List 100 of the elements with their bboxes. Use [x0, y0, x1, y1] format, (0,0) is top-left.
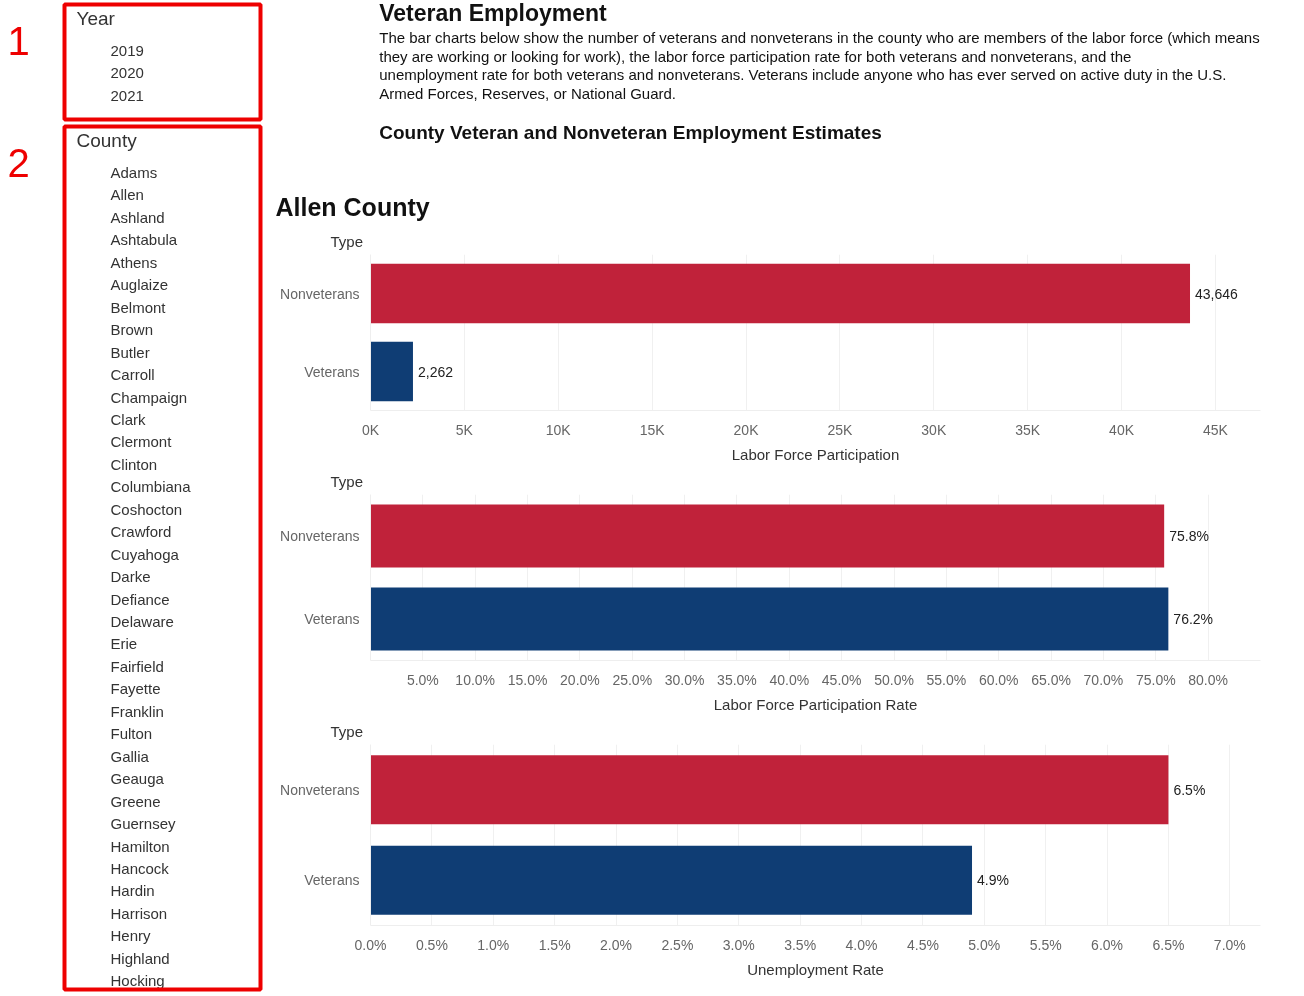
category-label: Hancock	[110, 859, 170, 877]
x-tick-label: 4.5%	[906, 936, 939, 953]
x-tick-label: 55.0%	[926, 671, 967, 688]
text: 1	[7, 18, 30, 63]
category-label: Brown	[110, 321, 154, 339]
text: County Veteran and Nonveteran Employment Estimates	[379, 122, 882, 143]
category-label: Coshocton	[110, 500, 183, 518]
y-tick-label: Nonveterans	[280, 285, 360, 302]
x-tick-label: 15.0%	[507, 671, 548, 688]
x-tick-label: 5K	[455, 421, 474, 438]
x-tick-label: 7.0%	[1213, 936, 1246, 953]
chart-title: Allen County	[275, 192, 430, 221]
x-tick-label: 6.5%	[1152, 936, 1185, 953]
x-tick-label: 5.5%	[1029, 936, 1062, 953]
x-tick-label: 0.5%	[415, 936, 448, 953]
x-tick-label: 20K	[733, 421, 760, 438]
x-axis-title: Labor Force Participation Rate	[713, 695, 918, 713]
x-tick-label: 45.0%	[821, 671, 862, 688]
x-tick-label: 75.0%	[1135, 671, 1176, 688]
category-label: 2021	[110, 86, 144, 104]
category-label: Gallia	[110, 747, 150, 765]
category-label: Clinton	[110, 455, 158, 473]
category-label: Ashtabula	[110, 231, 178, 249]
data-label: 43,646	[1195, 285, 1239, 302]
category-label: Greene	[110, 792, 161, 810]
category-label: Hardin	[110, 882, 155, 900]
x-tick-label: 70.0%	[1083, 671, 1124, 688]
category-label: Erie	[110, 635, 138, 653]
y-tick-label: Nonveterans	[280, 528, 360, 544]
category-label: 2020	[110, 64, 144, 81]
x-tick-label: 30.0%	[664, 671, 705, 688]
category-label: Athens	[110, 253, 158, 271]
category-label: Ashland	[110, 208, 165, 226]
category-label: Clark	[110, 410, 146, 428]
category-label: Crawford	[110, 523, 172, 541]
category-label: Hamilton	[110, 837, 170, 855]
x-tick-label: 15K	[639, 421, 666, 438]
category-label: Fairfield	[110, 657, 164, 675]
category-label: Cuyahoga	[110, 545, 180, 563]
text: The bar charts below show the number of veterans and nonveterans in the county who are members of the labor force (which means they are working or looking for work), the labor force participation rate for both veterans and nonveterans, and the unemployment rate for both veterans and nonveterans. Veterans include anyone who has ever served on active duty in the U.S. Armed Forces, Reserves, or National Guard.	[379, 29, 1260, 102]
x-tick-label: 35.0%	[717, 671, 757, 688]
data-label: 4.9%	[977, 872, 1009, 889]
x-tick-label: 5.0%	[406, 671, 439, 688]
text: 2	[7, 140, 30, 185]
x-tick-label: 60.0%	[978, 671, 1019, 688]
y-axis-title: Type	[330, 232, 364, 250]
x-tick-label: 5.0%	[968, 936, 1001, 953]
x-tick-label: 35K	[1015, 421, 1041, 438]
text: County	[76, 130, 138, 151]
x-tick-label: 1.0%	[477, 936, 510, 953]
category-label: Champaign	[110, 388, 188, 406]
category-label: Guernsey	[110, 815, 177, 833]
data-label: 2,262	[417, 363, 454, 380]
text: Veteran Employment	[379, 0, 608, 26]
category-label: Franklin	[110, 702, 164, 720]
category-label: Auglaize	[110, 276, 169, 294]
category-label: Belmont	[110, 298, 167, 316]
category-label: Columbiana	[110, 478, 192, 496]
data-label: 76.2%	[1173, 611, 1214, 627]
x-tick-label: 65.0%	[1031, 671, 1071, 688]
category-label: Carroll	[110, 366, 155, 384]
x-tick-label: 4.0%	[845, 936, 878, 953]
x-tick-label: 45K	[1202, 421, 1229, 438]
x-axis-title: Unemployment Rate	[747, 960, 884, 978]
x-tick-label: 0.0%	[354, 936, 387, 953]
category-label: Defiance	[110, 590, 170, 608]
category-label: Hocking	[110, 972, 165, 990]
category-label: Geauga	[110, 770, 165, 788]
x-tick-label: 40.0%	[769, 671, 810, 688]
category-label: Fulton	[110, 725, 153, 743]
x-tick-label: 10K	[545, 421, 572, 438]
x-tick-label: 50.0%	[874, 671, 914, 688]
y-tick-label: Veterans	[304, 611, 360, 627]
category-label: Fayette	[110, 680, 161, 698]
x-tick-label: 2.5%	[661, 936, 694, 953]
y-axis-title: Type	[330, 472, 364, 490]
x-tick-label: 20.0%	[560, 671, 600, 688]
data-label: 75.8%	[1169, 528, 1209, 544]
text: Year	[76, 8, 116, 29]
x-tick-label: 25K	[827, 421, 854, 438]
x-tick-label: 3.5%	[784, 936, 817, 953]
y-tick-label: Nonveterans	[280, 781, 360, 798]
y-tick-label: Veterans	[304, 872, 360, 889]
category-label: Henry	[110, 927, 152, 945]
x-tick-label: 1.5%	[538, 936, 571, 953]
category-label: Butler	[110, 343, 150, 361]
category-label: Adams	[110, 164, 158, 181]
y-tick-label: Veterans	[304, 363, 360, 380]
x-tick-label: 10.0%	[455, 671, 496, 688]
category-label: Delaware	[110, 613, 174, 630]
category-label: 2019	[110, 41, 144, 59]
x-tick-label: 2.0%	[600, 936, 632, 953]
x-tick-label: 3.0%	[722, 936, 755, 953]
category-label: Darke	[110, 568, 151, 586]
x-axis-title: Labor Force Participation	[731, 445, 900, 463]
category-label: Allen	[110, 186, 144, 204]
x-tick-label: 25.0%	[612, 671, 653, 688]
category-label: Highland	[110, 949, 170, 967]
category-label: Clermont	[110, 433, 173, 451]
category-label: Harrison	[110, 904, 168, 922]
